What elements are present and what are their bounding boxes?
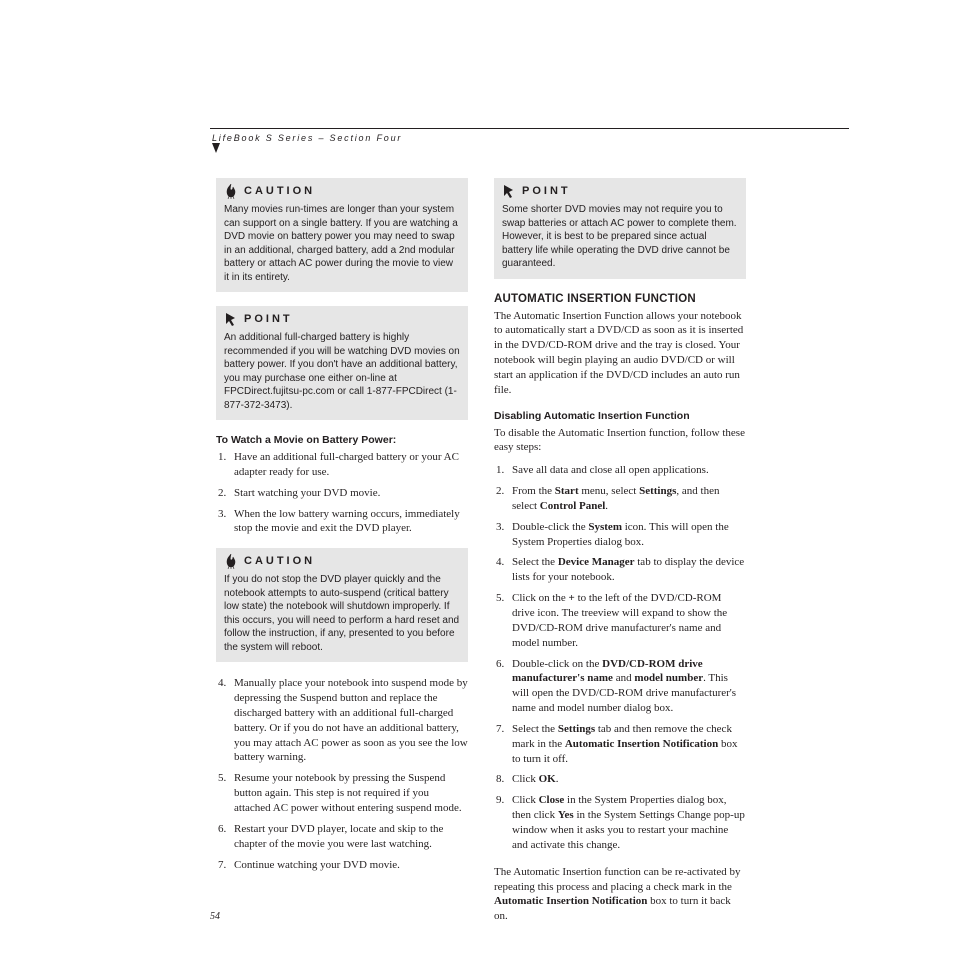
list-item: Save all data and close all open applica…: [494, 463, 746, 478]
left-column: CAUTION Many movies run-times are longer…: [216, 178, 468, 936]
content-columns: CAUTION Many movies run-times are longer…: [216, 178, 746, 936]
section-body: The Automatic Insertion Function allows …: [494, 309, 746, 398]
sub-body: To disable the Automatic Insertion funct…: [494, 426, 746, 456]
callout-title: CAUTION: [244, 184, 315, 199]
running-header: LifeBook S Series – Section Four: [212, 133, 402, 143]
point-box-2: POINT Some shorter DVD movies may not re…: [494, 178, 746, 279]
footer-paragraph: The Automatic Insertion function can be …: [494, 865, 746, 924]
caution-box-2: CAUTION If you do not stop the DVD playe…: [216, 548, 468, 662]
page-number: 54: [210, 911, 220, 922]
list-item: Have an additional full-charged battery …: [216, 450, 468, 480]
list-item: From the Start menu, select Settings, an…: [494, 484, 746, 514]
list-item: Double-click the System icon. This will …: [494, 520, 746, 550]
header-rule: [210, 128, 849, 129]
flame-icon: [224, 184, 238, 199]
list-item: Click Close in the System Properties dia…: [494, 793, 746, 852]
callout-body: If you do not stop the DVD player quickl…: [224, 573, 460, 654]
list-item: Restart your DVD player, locate and skip…: [216, 822, 468, 852]
right-column: POINT Some shorter DVD movies may not re…: [494, 178, 746, 936]
list-item: Select the Settings tab and then remove …: [494, 722, 746, 767]
callout-title: CAUTION: [244, 554, 315, 569]
list-item: Resume your notebook by pressing the Sus…: [216, 771, 468, 816]
list-item: When the low battery warning occurs, imm…: [216, 507, 468, 537]
steps-list-1: Have an additional full-charged battery …: [216, 450, 468, 536]
callout-body: Many movies run-times are longer than yo…: [224, 203, 460, 284]
section-heading: AUTOMATIC INSERTION FUNCTION: [494, 293, 746, 305]
subheading: To Watch a Movie on Battery Power:: [216, 434, 468, 446]
caution-box-1: CAUTION Many movies run-times are longer…: [216, 178, 468, 292]
callout-title: POINT: [522, 184, 571, 199]
flame-icon: [224, 554, 238, 569]
list-item: Manually place your notebook into suspen…: [216, 676, 468, 765]
list-item: Select the Device Manager tab to display…: [494, 555, 746, 585]
callout-body: Some shorter DVD movies may not require …: [502, 203, 738, 271]
callout-title: POINT: [244, 312, 293, 327]
list-item: Continue watching your DVD movie.: [216, 858, 468, 873]
list-item: Click OK.: [494, 772, 746, 787]
steps-list-3: Save all data and close all open applica…: [494, 463, 746, 852]
pointer-icon: [502, 184, 516, 199]
steps-list-2: Manually place your notebook into suspen…: [216, 676, 468, 872]
list-item: Click on the + to the left of the DVD/CD…: [494, 591, 746, 650]
point-box-1: POINT An additional full-charged battery…: [216, 306, 468, 420]
subheading: Disabling Automatic Insertion Function: [494, 410, 746, 422]
list-item: Double-click on the DVD/CD-ROM drive man…: [494, 657, 746, 716]
header-marker-icon: [212, 143, 220, 153]
list-item: Start watching your DVD movie.: [216, 486, 468, 501]
callout-body: An additional full-charged battery is hi…: [224, 331, 460, 412]
pointer-icon: [224, 312, 238, 327]
